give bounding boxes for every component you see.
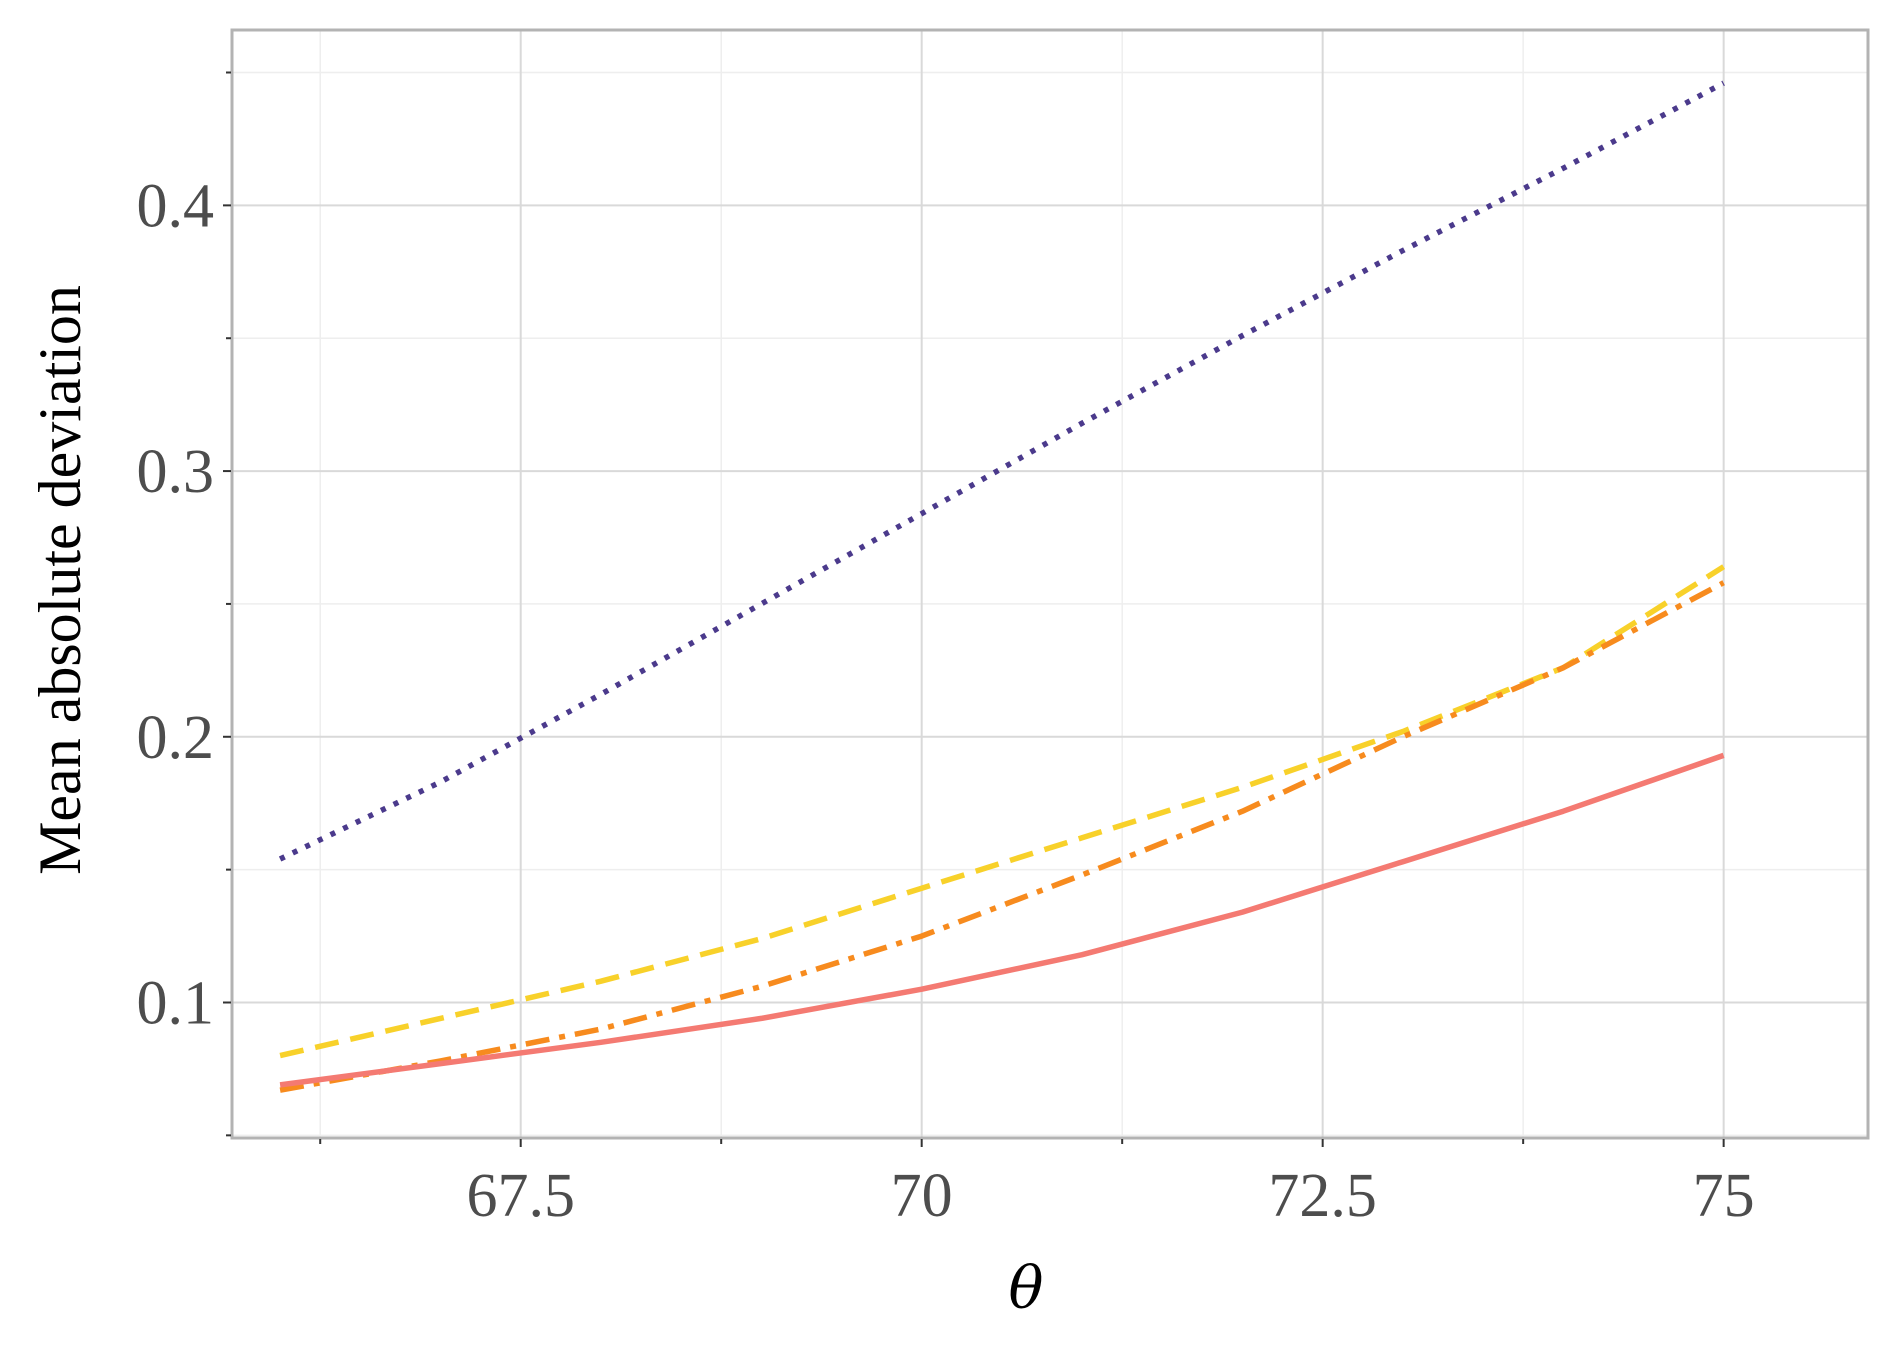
y-tick-label: 0.3 bbox=[137, 438, 215, 506]
series-line-2 bbox=[279, 564, 1726, 1059]
x-tick-label: 72.5 bbox=[1268, 1162, 1377, 1230]
y-axis-tick-labels: 0.1 0.2 0.3 0.4 bbox=[137, 172, 215, 1037]
x-axis-tick-labels: 67.5 70 72.5 75 bbox=[466, 1162, 1754, 1230]
y-tick-label: 0.2 bbox=[137, 704, 215, 772]
y-tick-label: 0.4 bbox=[137, 172, 215, 240]
axis-ticks bbox=[223, 71, 1725, 1147]
x-axis-title: θ bbox=[1009, 1254, 1044, 1322]
series-line-1 bbox=[278, 80, 1725, 862]
x-tick-label: 70 bbox=[891, 1162, 953, 1230]
minor-grid bbox=[232, 30, 1868, 1138]
x-tick-label: 67.5 bbox=[466, 1162, 575, 1230]
y-axis-title: Mean absolute deviation bbox=[27, 285, 93, 875]
series-line-3 bbox=[279, 580, 1725, 1093]
series-line-4 bbox=[279, 752, 1725, 1088]
major-grid bbox=[232, 30, 1868, 1138]
series-layer bbox=[278, 80, 1726, 1093]
x-tick-label: 75 bbox=[1693, 1162, 1755, 1230]
plot-panel-border bbox=[230, 28, 1870, 1140]
y-tick-label: 0.1 bbox=[137, 969, 215, 1037]
